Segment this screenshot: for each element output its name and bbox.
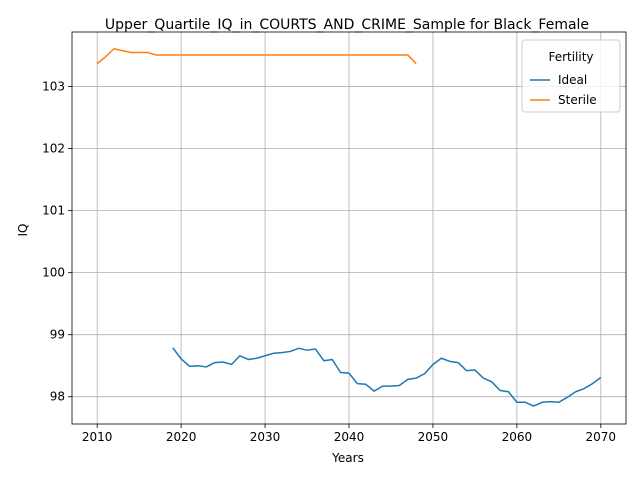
x-axis-ticks: 2010 2020 2030 2040 2050 2060 2070 <box>82 424 616 444</box>
legend-title: Fertility <box>548 50 593 64</box>
x-tick-label: 2070 <box>586 430 617 444</box>
y-tick-label: 102 <box>42 142 65 156</box>
y-tick-label: 100 <box>42 266 65 280</box>
y-tick-label: 101 <box>42 204 65 218</box>
x-tick-label: 2010 <box>82 430 113 444</box>
legend-label-sterile: Sterile <box>558 93 597 107</box>
grid <box>72 32 626 424</box>
legend-box <box>521 39 621 113</box>
series-lines <box>96 48 602 407</box>
legend: Fertility Ideal Sterile <box>521 39 621 113</box>
x-tick-label: 2050 <box>418 430 449 444</box>
x-tick-label: 2060 <box>502 430 533 444</box>
chart-title: Upper_Quartile_IQ_in_COURTS_AND_CRIME_Sa… <box>105 17 589 33</box>
x-tick-label: 2020 <box>166 430 197 444</box>
y-tick-label: 99 <box>50 328 65 342</box>
y-axis-ticks: 98 99 100 101 102 103 <box>42 80 72 404</box>
y-tick-label: 103 <box>42 80 65 94</box>
x-tick-label: 2040 <box>334 430 365 444</box>
x-axis-label: Years <box>331 451 364 465</box>
series-line-sterile <box>96 48 417 65</box>
x-tick-label: 2030 <box>250 430 281 444</box>
y-axis-label: IQ <box>16 224 30 237</box>
series-line-ideal <box>172 347 602 407</box>
legend-label-ideal: Ideal <box>558 73 587 87</box>
y-tick-label: 98 <box>50 390 65 404</box>
